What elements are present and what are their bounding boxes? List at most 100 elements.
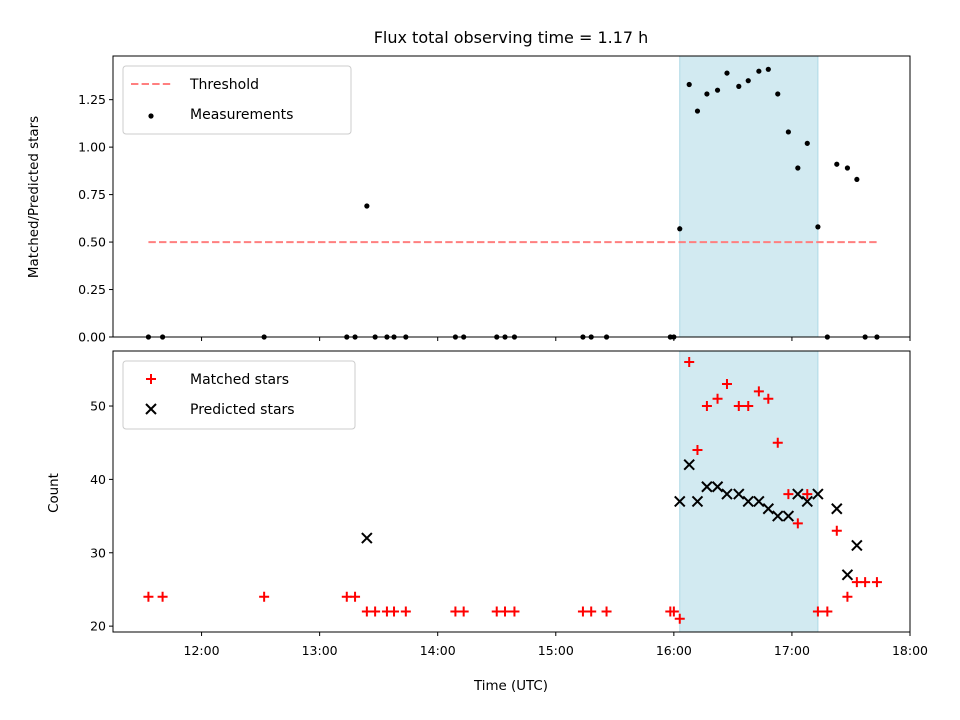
chart-title: Flux total observing time = 1.17 h (374, 28, 649, 47)
x-tick-label: 13:00 (302, 643, 338, 658)
x-tick-label: 18:00 (892, 643, 928, 658)
measurement-point (756, 68, 762, 74)
matched-star-marker (370, 606, 381, 617)
matched-star-marker (763, 393, 774, 404)
matched-star-marker (812, 606, 823, 617)
measurement-point (775, 91, 781, 97)
bottom-y-tick-label: 30 (90, 545, 106, 560)
legend-label: Measurements (190, 107, 293, 123)
predicted-star-marker (851, 539, 863, 552)
predicted-star-marker (841, 569, 854, 581)
bottom-y-tick-label: 40 (90, 472, 106, 487)
matched-star-marker (860, 577, 871, 588)
top-panel: 0.00 0.25 0.50 0.75 1.00 1.25 Threshold Measure… (78, 55, 911, 345)
matched-star-marker (783, 489, 794, 500)
measurement-point (724, 70, 730, 76)
matched-star-marker (143, 591, 154, 602)
matched-star-marker (668, 606, 679, 617)
top-y-tick-label: 0.25 (78, 282, 106, 297)
bottom-series-matched-stars (143, 357, 882, 624)
bottom-panel: 20 30 40 50 12:00 13:00 14:00 15:00 16:00 17:00 18… (90, 350, 928, 658)
top-y-tick-label: 1.25 (78, 92, 106, 107)
legend-matched-swatch (146, 374, 156, 384)
measurement-point (795, 165, 801, 171)
predicted-star-marker (801, 495, 813, 508)
matched-star-marker (350, 591, 361, 602)
legend-label: Matched stars (190, 372, 289, 388)
bottom-y-tick-label: 50 (90, 399, 106, 414)
top-y-tick-label: 1.00 (78, 140, 106, 155)
bottom-observing-span (679, 350, 819, 633)
top-series-measurements (145, 66, 880, 340)
top-y-tick-label: 0.50 (78, 235, 106, 250)
matched-star-marker (400, 606, 411, 617)
matched-star-marker (802, 489, 813, 500)
matched-star-marker (674, 613, 685, 624)
matched-star-marker (721, 379, 732, 390)
measurement-point (745, 78, 751, 84)
legend-predicted-swatch (145, 403, 157, 415)
matched-star-marker (831, 525, 842, 536)
bottom-y-tick-label: 20 (90, 619, 106, 634)
top-y-axis-label: Matched/Predicted stars (27, 116, 42, 278)
legend-label: Threshold (189, 77, 259, 93)
legend-measurement-swatch (148, 113, 154, 119)
predicted-star-marker (701, 481, 713, 493)
top-legend: Threshold Measurements (122, 65, 352, 135)
matched-star-marker (586, 606, 597, 617)
bottom-y-axis-label: Count (47, 473, 62, 513)
measurement-point (785, 129, 791, 135)
x-tick-label: 15:00 (538, 643, 574, 658)
measurement-point (714, 87, 721, 93)
matched-star-marker (701, 401, 712, 412)
bottom-legend-box (122, 360, 356, 430)
matched-star-marker (871, 577, 882, 588)
top-y-tick-label: 0.00 (78, 330, 106, 345)
measurement-point (364, 203, 370, 209)
matched-star-marker (712, 393, 723, 404)
top-observing-span (679, 55, 819, 338)
predicted-star-marker (721, 488, 733, 500)
top-y-tick-label: 0.75 (78, 187, 106, 202)
matched-star-marker (458, 606, 469, 617)
matched-star-marker (842, 591, 853, 602)
predicted-star-marker (674, 495, 686, 508)
matched-star-marker (822, 606, 833, 617)
measurement-point (815, 224, 821, 230)
predicted-star-marker (742, 495, 754, 508)
x-tick-label: 17:00 (774, 643, 810, 658)
matched-star-marker (733, 401, 744, 412)
predicted-star-marker (683, 459, 695, 471)
x-tick-label: 14:00 (420, 643, 456, 658)
top-legend-box (122, 65, 352, 135)
measurement-point (844, 165, 851, 171)
matched-star-marker (684, 357, 695, 368)
predicted-star-marker (711, 481, 724, 493)
measurement-point (736, 83, 742, 89)
predicted-star-marker (762, 503, 775, 515)
matched-star-marker (259, 591, 270, 602)
measurement-point (677, 226, 683, 232)
matched-star-marker (743, 401, 754, 412)
predicted-star-marker (831, 503, 843, 515)
top-axes-frame (112, 55, 911, 338)
predicted-star-marker (792, 488, 804, 500)
matched-star-marker (157, 591, 168, 602)
matched-star-marker (500, 606, 511, 617)
x-tick-label: 12:00 (184, 643, 220, 658)
matched-star-marker (692, 445, 703, 456)
predicted-star-marker (782, 510, 795, 522)
measurement-point (834, 161, 840, 167)
predicted-star-marker (733, 488, 745, 500)
predicted-star-marker (361, 532, 373, 544)
x-axis-label: Time (UTC) (473, 679, 548, 694)
measurement-point (854, 176, 860, 183)
measurement-point (686, 81, 692, 88)
matched-star-marker (601, 606, 612, 617)
predicted-star-marker (772, 510, 784, 522)
matched-star-marker (389, 606, 400, 617)
measurement-point (694, 108, 701, 114)
measurement-point (804, 140, 810, 146)
matched-star-marker (772, 437, 783, 448)
